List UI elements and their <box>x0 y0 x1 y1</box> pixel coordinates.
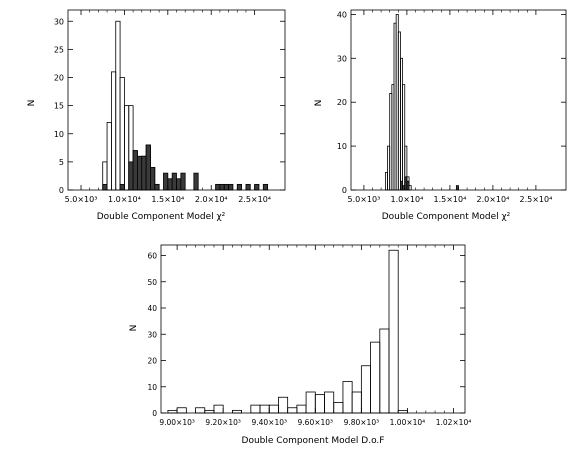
histogram-panel-bottom: Double Component Model D.o.F N 0 10 20 30 40… <box>129 244 472 446</box>
y-tick-label: 50 <box>147 278 157 287</box>
y-tick-label: 20 <box>337 98 347 107</box>
histogram-bar-filled <box>193 172 199 191</box>
histogram-bar-open <box>115 20 121 191</box>
x-axis-label: Double Component Model χ² <box>97 212 226 222</box>
histogram-bar-filled <box>141 155 147 191</box>
histogram-bar-filled <box>180 172 186 191</box>
x-tick-label: 9.00×10³ <box>159 418 195 427</box>
histogram-bar-filled <box>236 183 242 191</box>
histogram-bar-filled <box>167 178 173 191</box>
x-tick-label: 1.02×10⁴ <box>436 418 472 427</box>
x-tick-label: 9.60×10³ <box>298 418 334 427</box>
histogram-bar-filled <box>245 183 251 191</box>
histogram-bar-open <box>278 396 289 414</box>
histogram-bar-open <box>287 407 298 414</box>
x-tick-label: 1.5×10⁴ <box>433 195 466 204</box>
histogram-bar-filled <box>254 183 260 191</box>
y-tick-label: 0 <box>59 186 64 195</box>
histogram-bar-open <box>342 381 353 414</box>
y-tick-label: 60 <box>147 252 157 261</box>
histogram-bar-open <box>213 404 224 414</box>
x-tick-label: 9.40×10³ <box>251 418 287 427</box>
histogram-bar-open <box>360 365 371 414</box>
x-axis-label: Double Component Model D.o.F <box>242 436 385 446</box>
y-tick-label: 30 <box>54 17 64 26</box>
y-tick-label: 30 <box>147 330 157 339</box>
x-tick-label: 9.20×10³ <box>205 418 241 427</box>
histogram-bar-filled <box>145 144 151 191</box>
histogram-panel-top-left: Double Component Model χ² N 0 5 10 15 20 25 30… <box>27 9 286 222</box>
histogram-bar-open <box>119 77 125 191</box>
histogram-bar-open <box>314 394 325 414</box>
plot-frame <box>350 9 567 191</box>
histogram-bar-filled <box>171 172 177 191</box>
y-tick-label: 10 <box>337 142 347 151</box>
y-tick-label: 0 <box>342 186 347 195</box>
y-axis-label: N <box>314 100 324 107</box>
x-tick-label: 1.5×10⁴ <box>151 195 184 204</box>
x-tick-label: 5.0×10³ <box>347 195 380 204</box>
histogram-bar-filled <box>137 155 143 191</box>
histogram-bar-open <box>268 404 279 414</box>
histogram-bar-open <box>176 407 187 414</box>
y-tick-label: 10 <box>54 130 64 139</box>
histogram-bar-filled <box>455 185 459 191</box>
x-tick-label: 2.0×10⁴ <box>195 195 228 204</box>
histogram-bar-open <box>106 122 112 191</box>
y-tick-label: 20 <box>147 357 157 366</box>
histogram-panel-top-right: Double Component Model χ² N 0 10 20 30 40 5.0… <box>314 9 567 222</box>
histogram-bar-filled <box>163 172 169 191</box>
histogram-bar-filled <box>176 178 182 191</box>
x-tick-label: 1.0×10⁴ <box>108 195 141 204</box>
histogram-bar-filled <box>223 183 229 191</box>
histogram-bar-open <box>195 407 206 414</box>
y-axis-label: N <box>129 325 139 332</box>
x-axis-label: Double Component Model χ² <box>382 212 511 222</box>
histogram-bar-filled <box>132 150 138 191</box>
histogram-bar-filled <box>154 183 160 191</box>
histogram-bar-open <box>370 341 381 414</box>
y-tick-label: 40 <box>147 304 157 313</box>
x-tick-label: 5.0×10³ <box>65 195 98 204</box>
histogram-bar-open <box>305 391 316 414</box>
y-axis-label: N <box>27 100 37 107</box>
histogram-bar-filled <box>102 183 108 191</box>
y-tick-label: 30 <box>337 54 347 63</box>
histogram-bar-open <box>124 105 130 191</box>
y-tick-label: 10 <box>147 383 157 392</box>
y-tick-label: 5 <box>59 158 64 167</box>
y-tick-label: 15 <box>54 102 64 111</box>
x-tick-label: 1.00×10⁴ <box>390 418 426 427</box>
histogram-bar-open <box>324 391 335 414</box>
histogram-bar-open <box>388 249 399 414</box>
histogram-bar-open <box>333 402 344 414</box>
histogram-bar-open <box>296 404 307 414</box>
histogram-bar-filled <box>119 183 125 191</box>
histogram-bar-filled <box>215 183 221 191</box>
x-tick-label: 2.5×10⁴ <box>519 195 552 204</box>
histogram-bar-filled <box>219 183 225 191</box>
y-tick-label: 25 <box>54 45 64 54</box>
histogram-bar-filled <box>228 183 234 191</box>
histogram-bar-filled <box>128 161 134 191</box>
histogram-bar-open <box>379 328 390 414</box>
histogram-bar-open <box>250 404 261 414</box>
y-tick-label: 40 <box>337 10 347 19</box>
x-tick-label: 1.0×10⁴ <box>390 195 423 204</box>
histogram-bar-filled <box>150 167 156 191</box>
histogram-bar-open <box>351 391 362 414</box>
y-tick-label: 0 <box>152 409 157 418</box>
y-tick-label: 20 <box>54 74 64 83</box>
histogram-bar-open <box>111 71 117 191</box>
x-tick-label: 2.0×10⁴ <box>476 195 509 204</box>
plot-frame <box>67 9 286 191</box>
histogram-bar-open <box>259 404 270 414</box>
x-tick-label: 2.5×10⁴ <box>238 195 271 204</box>
histogram-bar-filled <box>262 183 269 191</box>
plot-frame <box>160 244 466 414</box>
x-tick-label: 9.80×10³ <box>344 418 380 427</box>
